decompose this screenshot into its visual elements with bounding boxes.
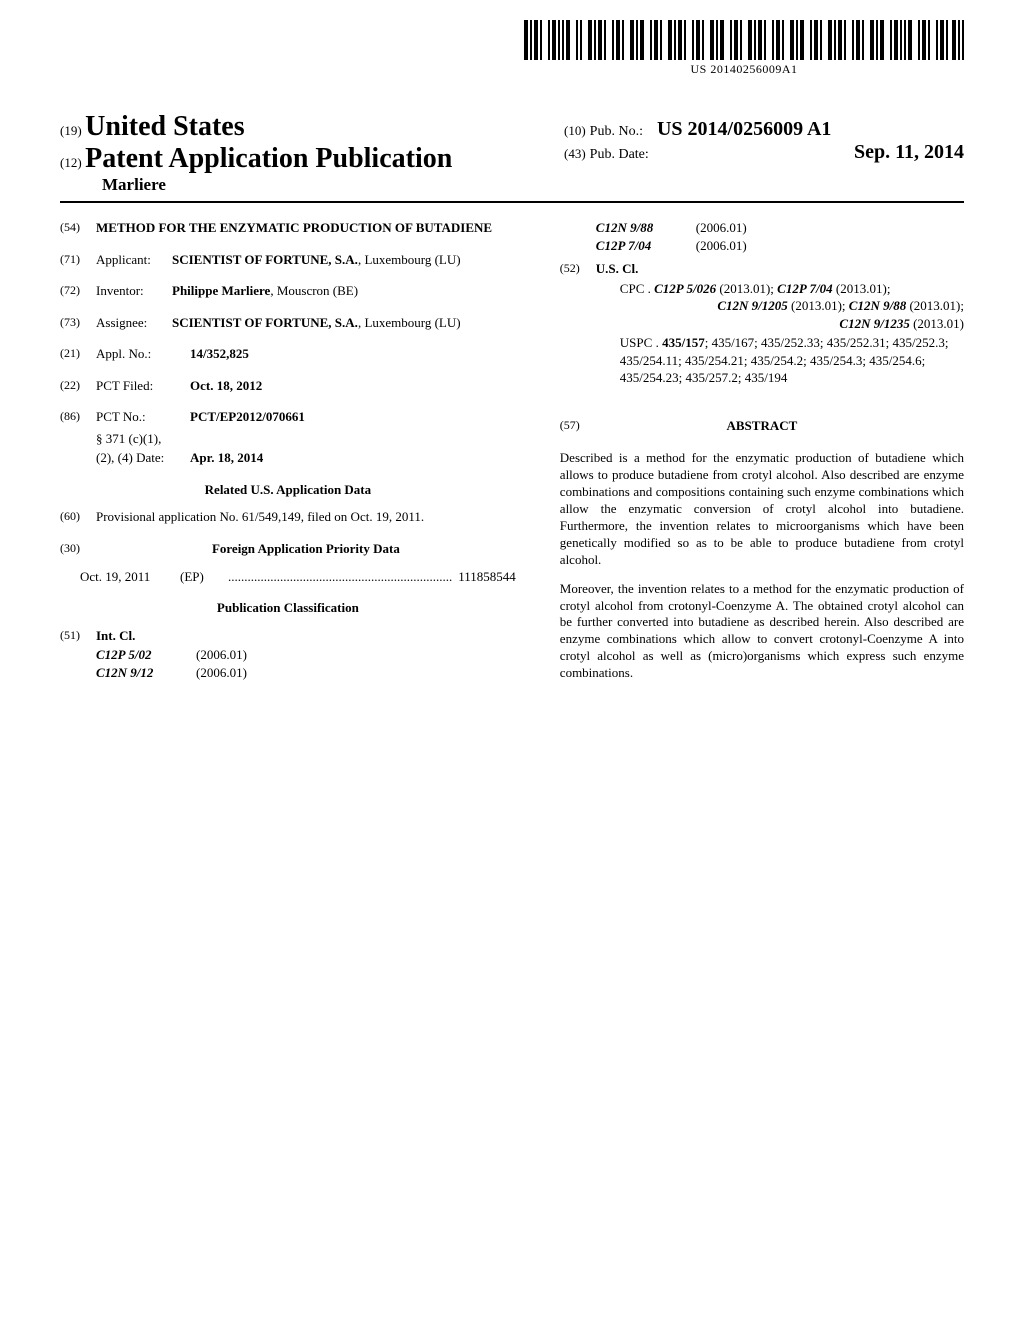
- int-cl-code: C12P 7/04: [596, 237, 696, 255]
- pub-no-label: Pub. No.:: [590, 124, 643, 140]
- appl-no: 14/352,825: [172, 345, 516, 363]
- barcode-svg: [524, 20, 964, 60]
- columns: (54) METHOD FOR THE ENZYMATIC PRODUCTION…: [60, 219, 964, 694]
- tag-10: (10): [564, 123, 586, 139]
- inventor-label: Inventor:: [96, 282, 172, 300]
- assignee-label: Assignee:: [96, 314, 172, 332]
- priority-dots: ........................................…: [228, 568, 452, 586]
- barcode: US 20140256009A1: [524, 20, 964, 77]
- s371-date: Apr. 18, 2014: [190, 449, 516, 467]
- right-column: C12N 9/88(2006.01)C12P 7/04(2006.01) (52…: [554, 219, 964, 694]
- pct-filed-label: PCT Filed:: [96, 377, 172, 395]
- assignee-loc: , Luxembourg (LU): [358, 315, 461, 330]
- applicant-loc: , Luxembourg (LU): [358, 252, 461, 267]
- int-cl-year: (2006.01): [696, 219, 747, 237]
- int-cl-code: C12N 9/12: [96, 664, 196, 682]
- tag-22: (22): [60, 377, 96, 395]
- related-title: Related U.S. Application Data: [60, 481, 516, 499]
- cpc-block: CPC . C12P 5/026 (2013.01); C12P 7/04 (2…: [560, 280, 964, 333]
- cpc-3a: C12N 9/1235: [839, 316, 909, 331]
- cpc-1a: C12P 5/026: [654, 281, 716, 296]
- tag-19: (19): [60, 123, 82, 138]
- pct-no-label: PCT No.:: [96, 408, 172, 426]
- int-cl-year: (2006.01): [696, 237, 747, 255]
- tag-54: (54): [60, 219, 96, 237]
- title: METHOD FOR THE ENZYMATIC PRODUCTION OF B…: [96, 219, 516, 237]
- tag-12: (12): [60, 155, 82, 170]
- abstract-p2: Moreover, the invention relates to a met…: [560, 581, 964, 682]
- cpc-3a2: (2013.01): [910, 316, 964, 331]
- inventor-loc: , Mouscron (BE): [270, 283, 358, 298]
- header: (19) United States (12) Patent Applicati…: [60, 86, 964, 195]
- cpc-2a2: (2013.01);: [788, 298, 849, 313]
- divider: [60, 201, 964, 203]
- priority-line: Oct. 19, 2011 (EP) .....................…: [60, 568, 516, 586]
- int-cl-year: (2006.01): [196, 646, 247, 664]
- pct-no: PCT/EP2012/070661: [172, 408, 516, 426]
- cpc-1b2: (2013.01);: [833, 281, 891, 296]
- cpc-2b: C12N 9/88: [849, 298, 906, 313]
- inventor-value: Philippe Marliere, Mouscron (BE): [172, 282, 516, 300]
- abstract-label: ABSTRACT: [596, 417, 964, 435]
- cpc-2a: C12N 9/1205: [717, 298, 787, 313]
- tag-21: (21): [60, 345, 96, 363]
- cpc-2b2: (2013.01);: [906, 298, 964, 313]
- abstract-p1: Described is a method for the enzymatic …: [560, 450, 964, 568]
- country: United States: [85, 111, 244, 142]
- int-cl-year: (2006.01): [196, 664, 247, 682]
- uspc-block: USPC . 435/157; 435/167; 435/252.33; 435…: [560, 334, 964, 387]
- author-line: Marliere: [60, 175, 564, 195]
- cpc-1b: C12P 7/04: [777, 281, 833, 296]
- doc-type: Patent Application Publication: [85, 143, 452, 174]
- s371-a: § 371 (c)(1),: [96, 430, 516, 448]
- us-cl-label: U.S. Cl.: [596, 260, 964, 278]
- tag-71: (71): [60, 251, 96, 269]
- int-cl-code: C12N 9/88: [596, 219, 696, 237]
- int-cl-list-cont: C12N 9/88(2006.01)C12P 7/04(2006.01): [560, 219, 964, 254]
- pub-date: Sep. 11, 2014: [854, 141, 964, 164]
- tag-57: (57): [560, 417, 596, 435]
- cpc-prefix: CPC .: [620, 281, 654, 296]
- tag-43: (43): [564, 146, 586, 162]
- int-cl-row: C12N 9/88(2006.01): [560, 219, 964, 237]
- assignee-value: SCIENTIST OF FORTUNE, S.A., Luxembourg (…: [172, 314, 516, 332]
- priority-number: 111858544: [452, 568, 516, 586]
- barcode-label: US 20140256009A1: [524, 62, 964, 77]
- tag-73: (73): [60, 314, 96, 332]
- int-cl-label: Int. Cl.: [96, 627, 516, 645]
- int-cl-row: C12P 7/04(2006.01): [560, 237, 964, 255]
- uspc-prefix: USPC .: [620, 335, 662, 350]
- s371-b: (2), (4) Date:: [96, 449, 190, 467]
- pub-date-label: Pub. Date:: [590, 147, 854, 163]
- tag-51: (51): [60, 627, 96, 645]
- pub-class-title: Publication Classification: [60, 599, 516, 617]
- barcode-region: US 20140256009A1: [60, 20, 964, 78]
- left-column: (54) METHOD FOR THE ENZYMATIC PRODUCTION…: [60, 219, 522, 694]
- tag-60: (60): [60, 508, 96, 526]
- provisional: Provisional application No. 61/549,149, …: [96, 508, 516, 526]
- priority-date: Oct. 19, 2011: [80, 568, 180, 586]
- assignee-name: SCIENTIST OF FORTUNE, S.A.: [172, 315, 358, 330]
- int-cl-row: C12P 5/02(2006.01): [60, 646, 516, 664]
- uspc-bold: 435/157: [662, 335, 705, 350]
- pub-no: US 2014/0256009 A1: [657, 118, 831, 141]
- appl-no-label: Appl. No.:: [96, 345, 172, 363]
- tag-86: (86): [60, 408, 96, 426]
- int-cl-row: C12N 9/12(2006.01): [60, 664, 516, 682]
- priority-country: (EP): [180, 568, 228, 586]
- tag-52: (52): [560, 260, 596, 278]
- int-cl-list: C12P 5/02(2006.01)C12N 9/12(2006.01): [60, 646, 516, 681]
- pct-filed: Oct. 18, 2012: [172, 377, 516, 395]
- foreign-priority-title: Foreign Application Priority Data: [96, 540, 516, 558]
- tag-30: (30): [60, 540, 96, 558]
- int-cl-code: C12P 5/02: [96, 646, 196, 664]
- applicant-label: Applicant:: [96, 251, 172, 269]
- cpc-1a2: (2013.01);: [716, 281, 777, 296]
- inventor-name: Philippe Marliere: [172, 283, 270, 298]
- tag-72: (72): [60, 282, 96, 300]
- applicant-value: SCIENTIST OF FORTUNE, S.A., Luxembourg (…: [172, 251, 516, 269]
- applicant-name: SCIENTIST OF FORTUNE, S.A.: [172, 252, 358, 267]
